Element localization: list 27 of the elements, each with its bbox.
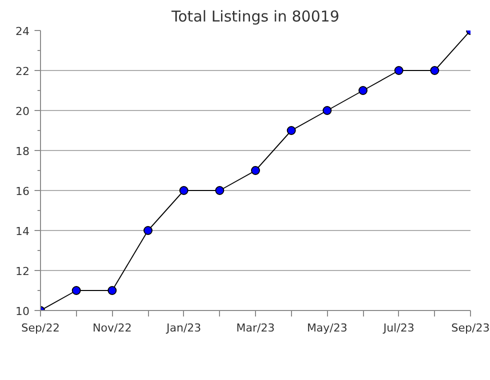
point bbox=[72, 286, 81, 295]
point bbox=[358, 86, 368, 95]
point bbox=[251, 166, 260, 175]
y-tick-label: 20 bbox=[16, 105, 30, 118]
point bbox=[144, 226, 152, 235]
y-tick-label: 22 bbox=[16, 65, 30, 78]
point bbox=[322, 106, 332, 115]
y-tick-label: 16 bbox=[16, 185, 30, 198]
chart-title: Total Listings in 80019 bbox=[170, 8, 340, 26]
x-tick-label: Jul/23 bbox=[382, 322, 414, 334]
x-tick-label: Jan/23 bbox=[166, 322, 202, 334]
y-tick-label: 14 bbox=[16, 225, 30, 238]
x-tick-label: Nov/22 bbox=[92, 322, 132, 334]
point bbox=[179, 186, 188, 195]
point bbox=[286, 126, 296, 135]
x-tick-label: May/23 bbox=[306, 322, 348, 334]
y-tick-label: 10 bbox=[16, 305, 30, 318]
y-tick-label: 24 bbox=[16, 25, 30, 38]
x-tick-label: Mar/23 bbox=[236, 322, 275, 334]
y-tick-label: 12 bbox=[16, 265, 30, 278]
y-tick-label: 18 bbox=[16, 145, 30, 158]
point bbox=[394, 66, 404, 75]
point bbox=[108, 286, 117, 295]
point bbox=[215, 186, 224, 195]
x-tick-label: Sep/22 bbox=[21, 322, 60, 334]
x-tick-label: Sep/23 bbox=[451, 322, 490, 334]
point bbox=[430, 66, 440, 75]
